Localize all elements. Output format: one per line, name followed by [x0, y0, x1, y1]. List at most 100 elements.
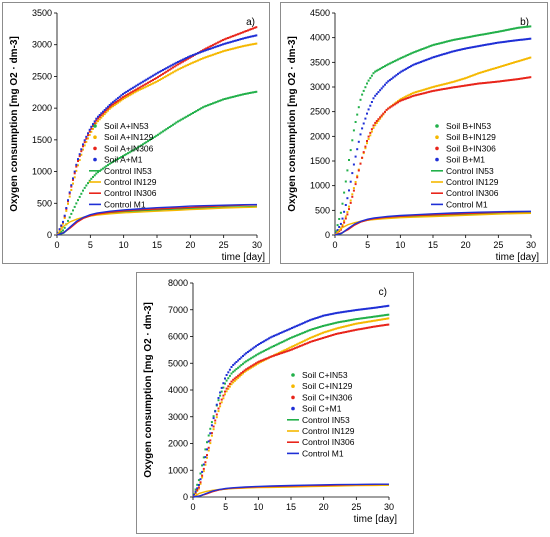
series-soil-b-in53-point [418, 49, 421, 52]
plot-area [192, 304, 390, 498]
series-soil-c-m1-point [302, 322, 305, 325]
series-soil-c-in53-point [242, 362, 244, 365]
series-soil-a-m1-point [83, 139, 86, 142]
series-soil-c-m1-point [385, 305, 388, 308]
series-soil-a-in129-point [122, 98, 124, 101]
series-soil-a-m1-point [112, 101, 114, 104]
series-soil-b-in306-point [344, 217, 347, 220]
series-soil-c-in306-point [357, 328, 360, 331]
series-soil-c-in306-point [256, 361, 259, 364]
series-soil-c-in53-point [343, 320, 346, 323]
series-soil-a-m1-point [158, 70, 161, 73]
series-soil-c-in129-point [325, 330, 328, 333]
panel-label: c) [379, 287, 387, 298]
series-soil-a-in129-point [237, 46, 239, 49]
series-soil-c-in129-point [232, 381, 235, 384]
series-soil-a-in129-point [235, 46, 238, 49]
y-tick-label: 3000 [32, 40, 52, 50]
series-soil-b-m1-point [370, 101, 373, 103]
series-soil-a-in306-point [100, 114, 103, 117]
series-soil-a-in306-point [218, 40, 221, 43]
series-soil-b-in53-point [519, 26, 522, 29]
series-soil-a-in129-point [140, 88, 143, 90]
series-soil-c-in306-point [343, 331, 346, 334]
series-soil-c-in53-point [222, 386, 225, 389]
series-soil-b-m1-point [364, 117, 367, 120]
series-soil-c-in306-point [375, 325, 378, 328]
series-soil-b-in53-point [356, 113, 359, 116]
series-soil-a-in129-point [103, 113, 106, 116]
series-soil-a-m1-point [155, 72, 158, 75]
series-soil-b-in53-point [516, 26, 519, 29]
series-soil-b-m1-point [416, 62, 419, 65]
series-soil-a-in306-point [225, 37, 228, 40]
series-soil-a-in129-point [123, 97, 126, 100]
series-soil-b-in53-point [441, 41, 444, 44]
series-soil-a-in129-point [145, 85, 148, 88]
series-soil-b-m1-point [436, 55, 439, 58]
series-soil-c-in53-point [227, 377, 230, 380]
series-soil-b-m1-point [483, 44, 486, 46]
series-soil-c-m1-point [353, 309, 355, 312]
series-soil-a-in306-point [228, 36, 231, 39]
series-soil-b-in53-point [366, 82, 368, 85]
series-soil-c-in306-point [245, 368, 248, 371]
y-tick-label: 2000 [32, 103, 52, 113]
series-soil-b-m1-point [351, 172, 354, 175]
series-soil-b-in129-point [415, 91, 417, 94]
series-soil-b-in53-point [483, 33, 486, 36]
y-tick-label: 1000 [32, 167, 52, 177]
series-soil-a-in306-point [238, 32, 241, 35]
series-soil-b-in53-point [405, 54, 408, 57]
chart-panel-a: 0 500 1000 1500 2000 2500 3000 3500 0 5 10 15 20 25 30… [2, 2, 270, 264]
series-soil-a-m1-point [63, 214, 66, 217]
series-soil-b-in306-point [361, 156, 364, 159]
series-soil-b-in53 [335, 25, 532, 233]
series-soil-a-m1-point [205, 49, 208, 52]
series-soil-a-in306-point [143, 83, 146, 86]
legend-label: Control IN129 [104, 177, 157, 187]
series-soil-b-in53-point [480, 33, 483, 36]
series-soil-b-in306-point [506, 79, 509, 82]
series-soil-c-in306-point [372, 325, 375, 328]
series-soil-a-in53-point [87, 182, 89, 185]
series-soil-b-m1-point [482, 44, 484, 47]
series-soil-a-m1-point [167, 66, 169, 69]
series-soil-c-in129-point [331, 328, 334, 331]
series-soil-b-m1-point [488, 43, 491, 46]
series-soil-a-m1-point [132, 86, 134, 89]
series-soil-b-in53-point [511, 27, 514, 30]
series-soil-b-in53-point [403, 55, 406, 58]
series-soil-c-m1-point [379, 306, 382, 308]
series-soil-a-in53-point [70, 212, 73, 215]
series-soil-c-in129-point [215, 416, 218, 419]
series-soil-b-in129-point [516, 60, 519, 63]
plot-area [334, 25, 532, 236]
series-soil-c-in53-point [264, 349, 267, 351]
series-soil-a-in306-point [68, 192, 71, 195]
series-soil-c-in306-point [297, 345, 300, 348]
series-soil-c-in306-point [284, 350, 287, 353]
series-soil-b-in129-point [411, 92, 414, 95]
series-soil-a-in53-point [128, 151, 131, 154]
series-soil-c-in129-point [225, 390, 228, 393]
series-soil-a-m1-point [105, 107, 108, 110]
legend-label: Soil B+M1 [446, 155, 485, 165]
series-soil-a-in129-point [108, 107, 111, 110]
series-soil-a-in306-point [87, 134, 89, 137]
series-soil-a-in306-point [137, 87, 139, 90]
series-soil-c-in53-point [371, 316, 373, 318]
series-soil-c-in129-point [387, 317, 390, 320]
series-soil-b-m1-point [444, 52, 447, 55]
series-soil-b-in129-point [490, 68, 493, 71]
series-soil-c-in306-point [294, 347, 297, 350]
series-soil-b-m1-point [473, 45, 476, 48]
series-soil-a-m1-point [192, 54, 194, 57]
series-soil-a-m1 [57, 34, 258, 234]
series-soil-b-m1-point [388, 79, 391, 82]
series-soil-b-m1-point [477, 45, 480, 48]
legend-label: Soil C+IN306 [302, 392, 353, 402]
series-soil-b-m1-point [454, 49, 457, 52]
series-soil-c-in53-point [206, 441, 208, 444]
series-soil-b-m1-point [478, 44, 481, 47]
